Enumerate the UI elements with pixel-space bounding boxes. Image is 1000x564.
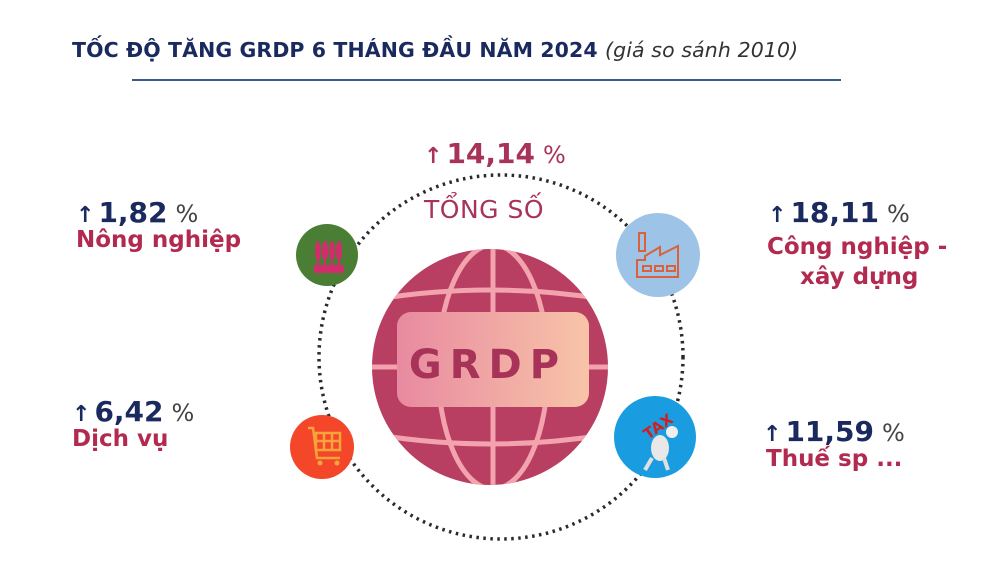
arrow-up-icon: ↑ [72, 402, 91, 427]
services-value: 6,42 [94, 395, 164, 428]
arrow-up-icon: ↑ [763, 422, 782, 447]
total-value: 14,14 [446, 137, 536, 170]
globe-icon [372, 249, 608, 485]
tax-label: Thuế sp ... [766, 446, 903, 472]
agriculture-label: Nông nghiệp [76, 227, 242, 253]
title-main: TỐC ĐỘ TĂNG GRDP 6 THÁNG ĐẦU NĂM 2024 [72, 38, 598, 62]
arrow-up-icon: ↑ [768, 203, 787, 228]
dotted-ring [317, 173, 685, 541]
title-subtitle: (giá so sánh 2010) [605, 38, 799, 62]
agriculture-unit: % [175, 200, 199, 228]
stat-tax: ↑ 11,59% Thuế sp ... [763, 415, 905, 472]
stat-industry: ↑ 18,11% [768, 196, 910, 229]
shopping-cart-icon [290, 415, 354, 479]
services-unit: % [171, 399, 195, 427]
stat-total: ↑ 14,14% [424, 137, 566, 170]
tax-person-icon: TAX [614, 396, 696, 478]
wheat-icon [296, 224, 358, 286]
factory-icon [616, 213, 700, 297]
industry-label-line1: Công nghiệp - [767, 234, 948, 260]
stat-services: ↑ 6,42% Dịch vụ [72, 395, 194, 452]
arrow-up-icon: ↑ [76, 203, 95, 228]
tax-value: 11,59 [785, 415, 875, 448]
total-unit: % [543, 141, 566, 169]
arrow-up-icon: ↑ [424, 144, 443, 169]
industry-label-line2: xây dựng [800, 264, 919, 290]
industry-unit: % [887, 200, 910, 228]
title-underline [132, 79, 841, 81]
industry-value: 18,11 [790, 196, 880, 229]
agriculture-value: 1,82 [98, 196, 168, 229]
stat-agriculture: ↑ 1,82% Nông nghiệp [76, 196, 241, 253]
page-title: TỐC ĐỘ TĂNG GRDP 6 THÁNG ĐẦU NĂM 2024 (g… [72, 38, 798, 62]
services-label: Dịch vụ [72, 426, 169, 452]
total-label: TỔNG SỐ [424, 195, 545, 224]
grdp-badge-text: GRDP [409, 342, 567, 388]
tax-unit: % [882, 419, 905, 447]
